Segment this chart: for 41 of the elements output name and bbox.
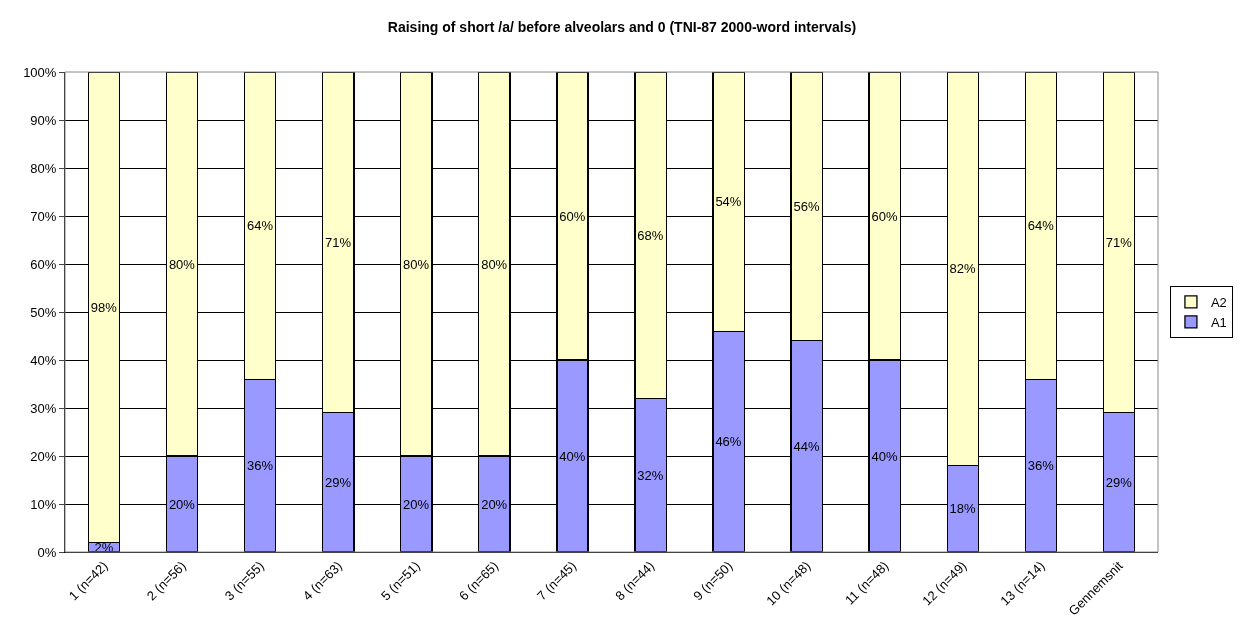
legend-label: A1 — [1210, 314, 1227, 330]
data-label: 71% — [325, 234, 352, 250]
data-label: 32% — [637, 467, 664, 483]
y-tick-label: 60% — [30, 256, 57, 272]
data-label: 44% — [793, 438, 820, 454]
data-label: 71% — [1105, 234, 1133, 250]
data-label: 56% — [793, 198, 820, 214]
data-label: 36% — [1027, 458, 1055, 474]
chart-title: Raising of short /a/ before alveolars and 0 (TNI-87 2000-word intervals) — [387, 18, 857, 35]
data-label: 60% — [871, 208, 898, 224]
data-label: 54% — [715, 194, 742, 210]
data-label: 20% — [481, 496, 508, 512]
y-tick-label: 100% — [23, 64, 57, 80]
y-tick-label: 20% — [30, 448, 57, 464]
data-label: 29% — [1105, 474, 1133, 490]
data-label: 64% — [246, 218, 274, 234]
data-label: 80% — [403, 256, 430, 272]
data-label: 68% — [637, 227, 664, 243]
y-tick-label: 90% — [30, 112, 57, 128]
y-tick-label: 30% — [30, 400, 57, 416]
data-label: 20% — [168, 496, 196, 512]
data-label: 46% — [715, 434, 742, 450]
data-label: 64% — [1027, 218, 1055, 234]
data-label: 40% — [871, 448, 898, 464]
data-label: 80% — [168, 256, 196, 272]
data-label: 60% — [559, 208, 586, 224]
y-tick-label: 80% — [30, 160, 57, 176]
y-tick-label: 50% — [30, 304, 57, 320]
data-label: 36% — [246, 458, 274, 474]
data-label: 40% — [559, 448, 586, 464]
data-label: 98% — [90, 299, 118, 315]
data-label: 20% — [403, 496, 430, 512]
y-tick-label: 10% — [30, 496, 57, 512]
y-tick-label: 70% — [30, 208, 57, 224]
y-tick-label: 40% — [30, 352, 57, 368]
data-label: 29% — [325, 474, 352, 490]
data-label: 82% — [949, 261, 977, 277]
data-label: 80% — [481, 256, 508, 272]
legend-label: A2 — [1210, 295, 1227, 311]
y-tick-label: 0% — [37, 544, 57, 560]
data-label: 18% — [949, 501, 977, 517]
